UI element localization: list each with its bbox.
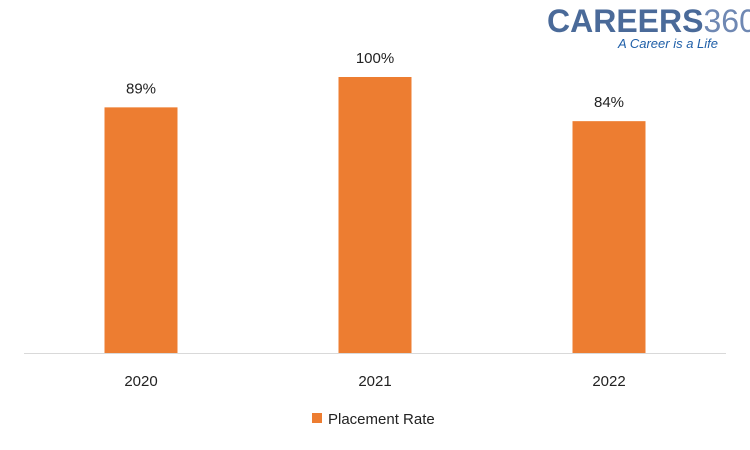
x-tick-labels: 2020 2021 2022 <box>124 373 625 390</box>
data-label-2021: 100% <box>356 50 394 67</box>
bars-group: 89% 100% 84% <box>104 50 646 353</box>
logo-brand-word: CAREERS <box>547 3 703 39</box>
x-tick-label-2022: 2022 <box>592 373 625 390</box>
svg-text:CAREERS360: CAREERS360 <box>547 3 750 39</box>
legend: Placement Rate <box>312 411 435 428</box>
data-label-2020: 89% <box>126 80 156 97</box>
careers360-logo: CAREERS360 A Career is a Life <box>547 3 750 51</box>
data-label-2022: 84% <box>594 94 624 111</box>
legend-label: Placement Rate <box>328 411 435 428</box>
x-tick-label-2020: 2020 <box>124 373 157 390</box>
legend-swatch <box>312 413 322 423</box>
bar-2022 <box>572 121 646 353</box>
x-tick-label-2021: 2021 <box>358 373 391 390</box>
logo-brand-number: 360 <box>703 3 750 39</box>
logo-tagline: A Career is a Life <box>617 36 718 51</box>
bar-2020 <box>104 107 178 353</box>
bar-2021 <box>338 77 412 353</box>
